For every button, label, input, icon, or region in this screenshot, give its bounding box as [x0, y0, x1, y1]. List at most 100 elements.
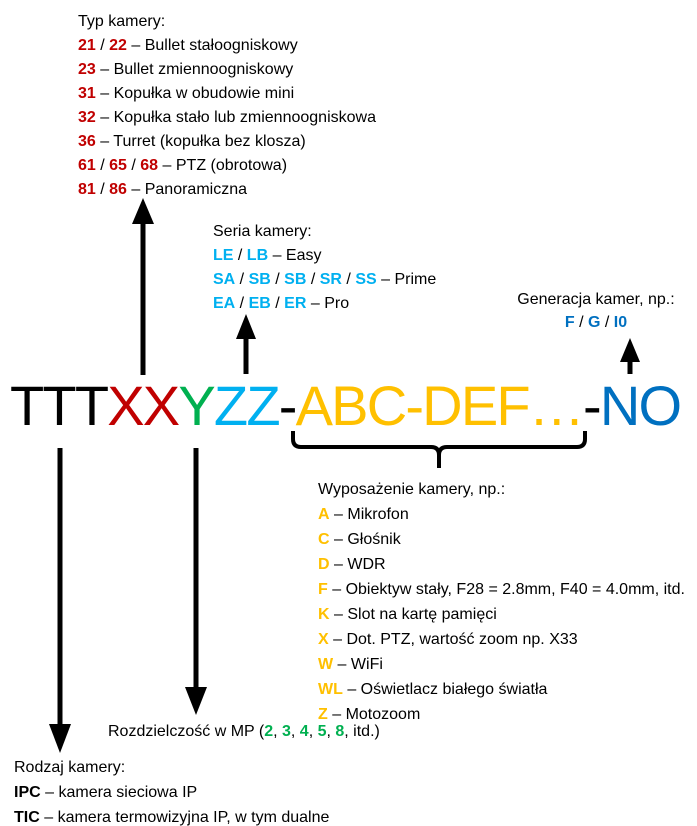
label: Easy: [285, 247, 322, 264]
arrow-xx-to-typ-kamery: [132, 198, 154, 375]
code: 81: [78, 181, 96, 198]
separator: /: [126, 157, 141, 174]
label: Obiektyw stały, F28 = 2.8mm, F40 = 4.0mm…: [345, 581, 685, 598]
generacja-title: Generacja kamer, np.:: [517, 291, 675, 308]
model-code-segment: NO: [599, 374, 682, 437]
code: WL: [318, 681, 343, 698]
legend-item: 32 – Kopułka stało lub zmiennoogniskowa: [78, 106, 376, 130]
label: kamera termowizyjna IP, w tym dualne: [57, 809, 330, 826]
code: 23: [78, 61, 96, 78]
legend-item: A – Mikrofon: [318, 502, 685, 527]
code: 32: [78, 109, 96, 126]
separator: /: [95, 181, 110, 198]
code: SB: [284, 271, 307, 288]
model-code-segment: ZZ: [213, 374, 281, 437]
code: 68: [140, 157, 159, 174]
separator: /: [235, 271, 249, 288]
label: Prime: [394, 271, 437, 288]
code: SS: [355, 271, 377, 288]
code: D: [318, 556, 330, 573]
resolution-value: 5: [317, 723, 327, 740]
label: Kopułka w obudowie mini: [113, 85, 295, 102]
dash: –: [95, 85, 114, 102]
resolution-value: 2: [264, 723, 274, 740]
label: Motozoom: [345, 706, 421, 723]
dash: –: [268, 247, 286, 264]
code: EB: [248, 295, 271, 312]
label: Dot. PTZ, wartość zoom np. X33: [346, 631, 578, 648]
legend-item: IPC – kamera sieciowa IP: [14, 780, 329, 805]
separator: /: [233, 247, 247, 264]
rozdzielczosc-note: Rozdzielczość w MP (2, 3, 4, 5, 8, itd.): [108, 723, 380, 741]
code: I0: [613, 314, 628, 331]
resolution-value: 8: [335, 723, 345, 740]
dash: –: [328, 631, 347, 648]
dash: –: [327, 706, 346, 723]
label: WDR: [347, 556, 386, 573]
generacja-legend: Generacja kamer, np.: F / G / I0: [505, 288, 687, 334]
code: W: [318, 656, 334, 673]
legend-item: WL – Oświetlacz białego światła: [318, 677, 685, 702]
code: SB: [248, 271, 271, 288]
label: kamera sieciowa IP: [58, 784, 198, 801]
separator: ,: [290, 723, 300, 740]
dash: –: [39, 809, 58, 826]
wyposazenie-items: A – Mikrofon C – Głośnik D – WDR F – Obiekt…: [318, 502, 685, 727]
code: A: [318, 506, 330, 523]
legend-item: 23 – Bullet zmiennoogniskowy: [78, 58, 376, 82]
label: PTZ (obrotowa): [175, 157, 288, 174]
arrow-no-to-generacja: [620, 338, 640, 374]
label: Panoramiczna: [144, 181, 248, 198]
legend-item: TIC – kamera termowizyjna IP, w tym dual…: [14, 805, 329, 826]
label: Głośnik: [347, 531, 401, 548]
rodzaj-kamery-items: IPC – kamera sieciowa IP TIC – kamera ter…: [14, 780, 329, 826]
code: LE: [213, 247, 234, 264]
separator: /: [95, 157, 110, 174]
dash: –: [329, 556, 348, 573]
rodzaj-kamery-legend: Rodzaj kamery: IPC – kamera sieciowa IP T…: [14, 755, 329, 826]
arrow-ttt-to-rodzaj-kamery: [49, 448, 71, 753]
dash: –: [342, 681, 361, 698]
resolution-value: 4: [299, 723, 309, 740]
typ-kamery-title: Typ kamery:: [78, 13, 166, 30]
wyposazenie-title: Wyposażenie kamery, np.:: [318, 481, 506, 498]
dash: –: [329, 606, 348, 623]
seria-kamery-legend: Seria kamery: LE / LB – Easy SA / SB / SB…: [213, 220, 436, 316]
seria-kamery-title: Seria kamery:: [213, 223, 312, 240]
label: Slot na kartę pamięci: [347, 606, 497, 623]
separator: /: [95, 37, 110, 54]
model-code-segment: -: [583, 374, 602, 437]
model-code-segment: Y: [178, 374, 215, 437]
code: SA: [213, 271, 236, 288]
rodzaj-kamery-title: Rodzaj kamery:: [14, 759, 126, 776]
legend-item: LE / LB – Easy: [213, 244, 436, 268]
code: 22: [109, 37, 127, 54]
code: G: [587, 314, 601, 331]
code: Z: [318, 706, 328, 723]
seria-kamery-items: LE / LB – Easy SA / SB / SB / SR / SS – P…: [213, 244, 436, 316]
label: Oświetlacz białego światła: [360, 681, 548, 698]
dash: –: [126, 37, 145, 54]
legend-item: 36 – Turret (kopułka bez klosza): [78, 130, 376, 154]
dash: –: [329, 531, 348, 548]
separator: /: [600, 314, 614, 331]
wyposazenie-legend: Wyposażenie kamery, np.: A – Mikrofon C –…: [318, 477, 685, 727]
separator: ,: [326, 723, 336, 740]
legend-item: 81 / 86 – Panoramiczna: [78, 178, 376, 202]
legend-item: SA / SB / SB / SR / SS – Prime: [213, 268, 436, 292]
dash: –: [95, 61, 114, 78]
dash: –: [40, 784, 59, 801]
code: SR: [319, 271, 342, 288]
dash: –: [376, 271, 395, 288]
legend-item: F – Obiektyw stały, F28 = 2.8mm, F40 = 4…: [318, 577, 685, 602]
label: Bullet stałoogniskowy: [144, 37, 298, 54]
arrow-zz-to-seria-kamery: [236, 314, 256, 374]
typ-kamery-legend: Typ kamery: 21 / 22 – Bullet stałoognisk…: [78, 10, 376, 202]
legend-item: C – Głośnik: [318, 527, 685, 552]
typ-kamery-items: 21 / 22 – Bullet stałoogniskowy 23 – Bull…: [78, 34, 376, 202]
resolution-value: 3: [281, 723, 291, 740]
dash: –: [158, 157, 176, 174]
model-code: TTTXXYZZ-ABC-DEF…-NO: [10, 378, 682, 434]
separator: ,: [273, 723, 282, 740]
